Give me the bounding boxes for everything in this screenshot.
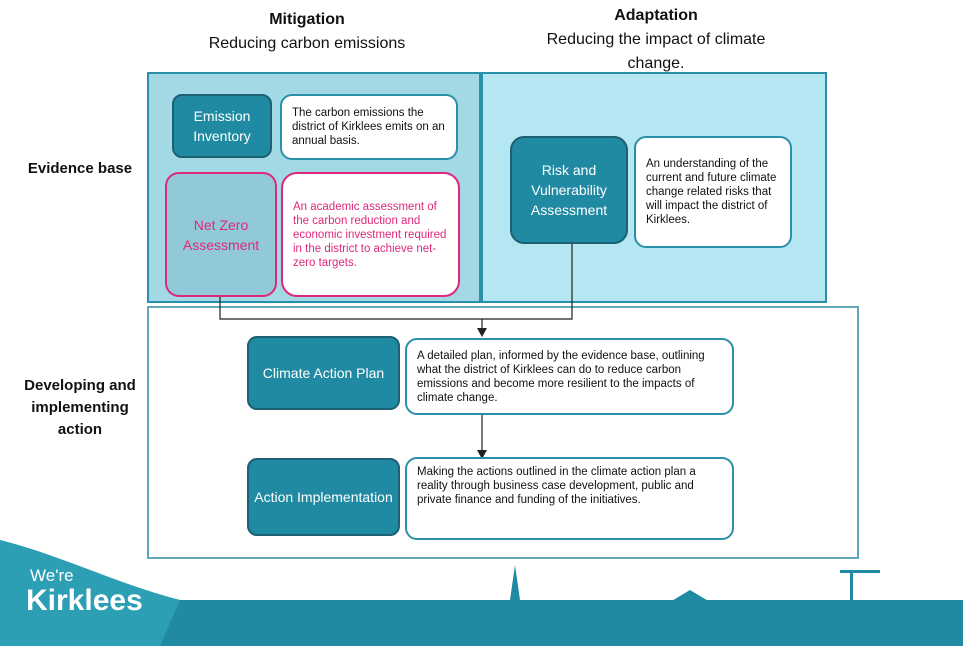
column-subtitle: Reducing the impact of climate change. bbox=[547, 31, 766, 72]
column-title: Mitigation bbox=[269, 11, 345, 28]
column-subtitle: Reducing carbon emissions bbox=[209, 35, 406, 52]
node-description: An academic assessment of the carbon red… bbox=[281, 172, 460, 297]
node-description: A detailed plan, informed by the evidenc… bbox=[405, 338, 734, 415]
node: Risk and Vulnerability Assessment bbox=[510, 136, 628, 244]
column-title: Adaptation bbox=[614, 7, 698, 24]
node: Climate Action Plan bbox=[247, 336, 400, 410]
row-label: Developing and implementing action bbox=[20, 375, 140, 441]
node-description: The carbon emissions the district of Kir… bbox=[280, 94, 458, 160]
page: Mitigation Reducing carbon emissions Adap… bbox=[0, 0, 963, 646]
node: Emission Inventory bbox=[172, 94, 272, 158]
node: Net Zero Assessment bbox=[165, 172, 277, 297]
background bbox=[0, 0, 963, 646]
row-label: Evidence base bbox=[25, 158, 135, 180]
node-description: An understanding of the current and futu… bbox=[634, 136, 792, 248]
logo-small: We're bbox=[30, 568, 74, 584]
logo: Kirklees bbox=[26, 584, 143, 618]
node-description: Making the actions outlined in the clima… bbox=[405, 457, 734, 540]
node: Action Implementation bbox=[247, 458, 400, 536]
